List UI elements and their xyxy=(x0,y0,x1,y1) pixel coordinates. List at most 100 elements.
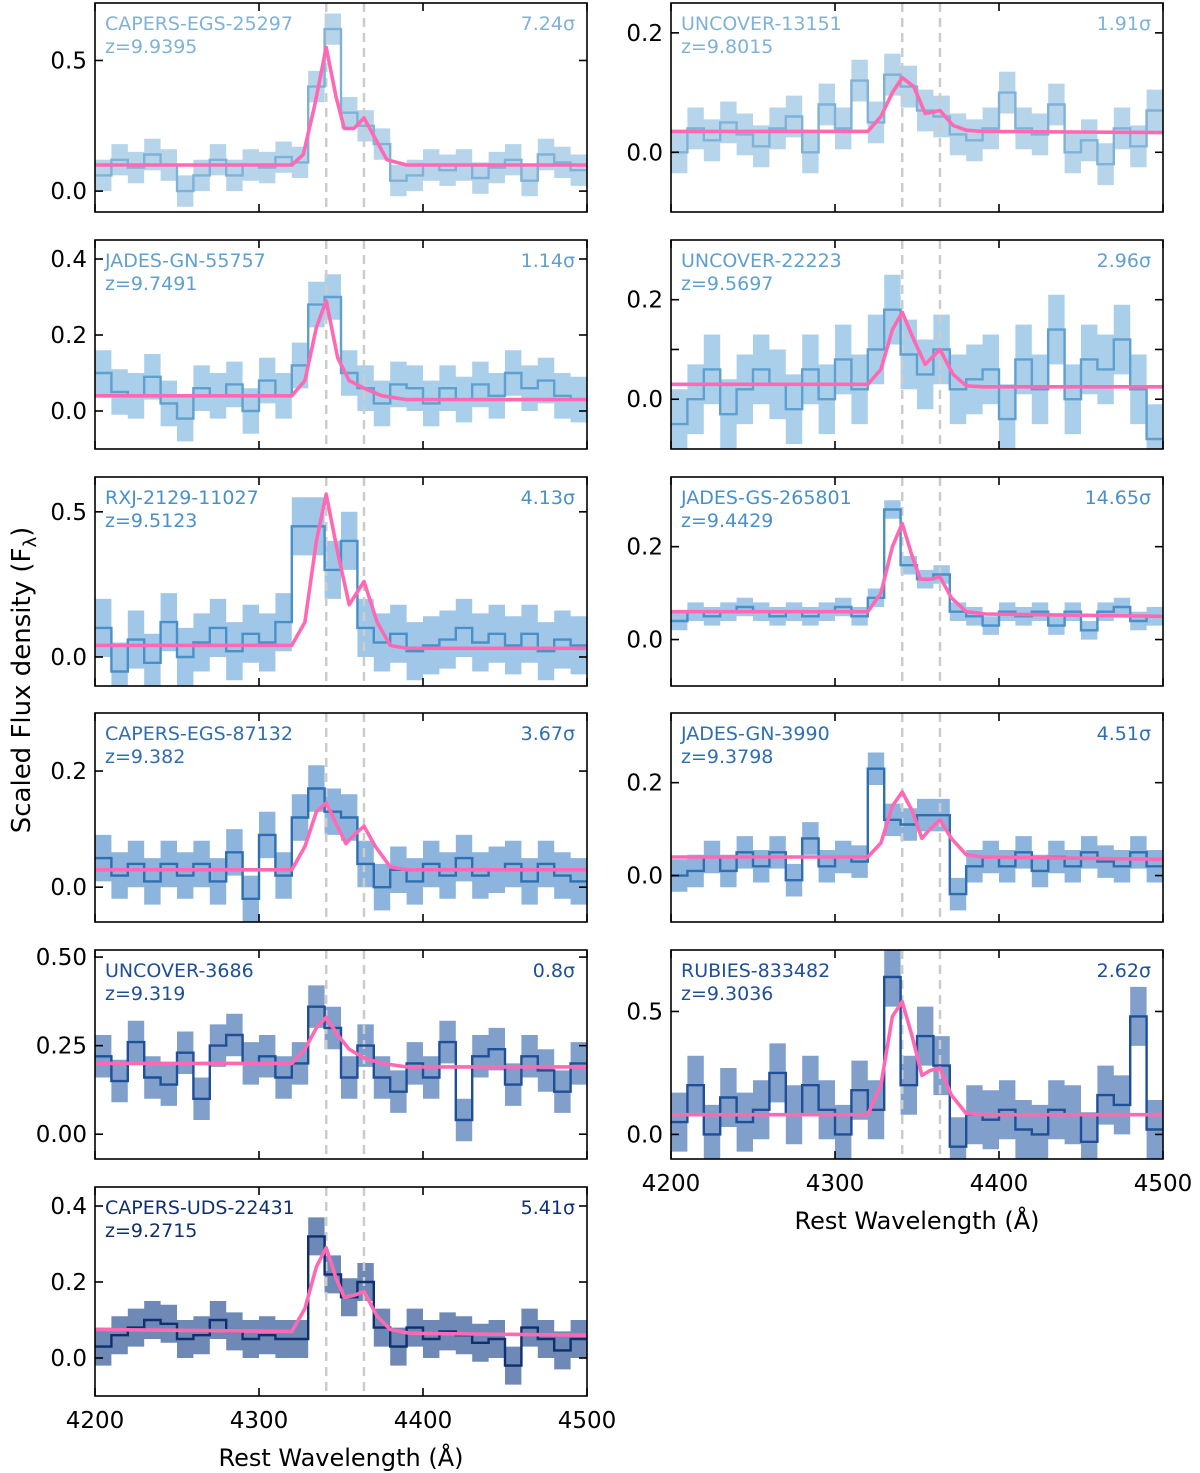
panel-grid: 0.00.5CAPERS-EGS-25297z=9.93957.24σ0.00.… xyxy=(36,2,1193,1472)
axes-frame xyxy=(670,239,1164,450)
panel-significance: 1.14σ xyxy=(521,250,575,272)
panel-redshift: z=9.3798 xyxy=(681,746,773,768)
error-band xyxy=(95,765,587,922)
panel-object-name: JADES-GS-265801 xyxy=(680,487,852,509)
error-band xyxy=(95,1217,587,1385)
panel-redshift: z=9.319 xyxy=(105,983,185,1005)
panel-object-name: RUBIES-833482 xyxy=(681,960,830,982)
panel-significance: 2.62σ xyxy=(1097,960,1151,982)
panel-significance: 4.51σ xyxy=(1097,723,1151,745)
panel-object-name: UNCOVER-3686 xyxy=(105,960,254,982)
error-band xyxy=(671,53,1163,186)
panel-significance: 5.41σ xyxy=(521,1197,575,1219)
x-tick-label: 4300 xyxy=(230,1408,289,1434)
y-tick-label: 0.4 xyxy=(50,247,87,273)
plot-area xyxy=(671,713,1163,922)
model-fit-line xyxy=(95,1015,587,1069)
plot-area xyxy=(95,3,587,212)
panel-redshift: z=9.5697 xyxy=(681,273,773,295)
axes-frame xyxy=(94,949,588,1160)
spectrum-step xyxy=(95,1235,587,1367)
y-axis-label: Scaled Flux density (Fλ) xyxy=(7,527,41,834)
plot-area xyxy=(95,1187,587,1396)
plot-area xyxy=(95,477,587,686)
y-tick-label: 0.00 xyxy=(36,1122,87,1148)
y-tick-label: 0.0 xyxy=(50,399,87,425)
error-band xyxy=(95,497,587,686)
panel-redshift: z=9.4429 xyxy=(681,510,773,532)
y-tick-label: 0.25 xyxy=(36,1034,87,1060)
model-fit-line xyxy=(95,801,587,872)
y-tick-label: 0.2 xyxy=(50,1270,87,1296)
model-fit-line xyxy=(671,790,1163,862)
y-tick-label: 0.5 xyxy=(626,999,663,1025)
model-fit-line xyxy=(671,310,1163,389)
panel-significance: 3.67σ xyxy=(521,723,575,745)
spectrum-panel: 0.0 0.2 0.4 4200 4300 4400 4500 Rest Wavelength… xyxy=(50,1186,616,1472)
x-tick-label: 4400 xyxy=(394,1408,453,1434)
y-tick-label: 0.0 xyxy=(626,387,663,413)
x-tick-label: 4500 xyxy=(1134,1171,1193,1197)
y-tick-label: 0.0 xyxy=(50,179,87,205)
axes-frame xyxy=(94,712,588,923)
plot-area xyxy=(95,950,587,1159)
plot-area xyxy=(671,3,1163,212)
panel-object-name: CAPERS-UDS-22431 xyxy=(105,1197,295,1219)
spectrum-panel: 0.0 0.5 4200 4300 4400 4500 Rest Wavelength (Å… xyxy=(626,949,1193,1235)
panel-object-name: CAPERS-EGS-25297 xyxy=(105,13,293,35)
panel-redshift: z=9.382 xyxy=(105,746,185,768)
spectrum-step xyxy=(671,308,1163,441)
x-tick-label: 4200 xyxy=(66,1408,125,1434)
y-tick-label: 0.0 xyxy=(626,628,663,654)
error-band xyxy=(671,752,1163,911)
y-tick-label: 0.0 xyxy=(626,1122,663,1148)
model-fit-line xyxy=(671,521,1163,619)
plot-area xyxy=(95,240,587,449)
y-tick-label: 0.2 xyxy=(626,535,663,561)
panel-significance: 7.24σ xyxy=(521,13,575,35)
plot-area xyxy=(95,713,587,922)
panel-redshift: z=9.3036 xyxy=(681,983,773,1005)
x-axis-label: Rest Wavelength (Å) xyxy=(218,1443,463,1472)
x-tick-label: 4300 xyxy=(806,1171,865,1197)
panel-significance: 1.91σ xyxy=(1097,13,1151,35)
spectrum-step xyxy=(95,1005,587,1122)
axes-frame xyxy=(94,476,588,687)
panel-object-name: CAPERS-EGS-87132 xyxy=(105,723,293,745)
axes-frame xyxy=(94,1186,588,1397)
panel-significance: 2.96σ xyxy=(1097,250,1151,272)
y-tick-label: 0.0 xyxy=(626,140,663,166)
panel-redshift: z=9.5123 xyxy=(105,510,197,532)
spectrum-step xyxy=(95,295,587,420)
panel-significance: 0.8σ xyxy=(533,960,575,982)
panel-object-name: RXJ-2129-11027 xyxy=(105,487,259,509)
model-fit-line xyxy=(95,492,587,651)
axes-frame xyxy=(94,2,588,213)
y-tick-label: 0.5 xyxy=(50,500,87,526)
model-fit-line xyxy=(95,1246,587,1337)
panel-redshift: z=9.8015 xyxy=(681,36,773,58)
y-tick-label: 0.2 xyxy=(626,771,663,797)
plot-area xyxy=(671,240,1163,449)
axes-frame xyxy=(670,712,1164,923)
y-tick-label: 0.2 xyxy=(626,21,663,47)
panel-redshift: z=9.7491 xyxy=(105,273,197,295)
plot-area xyxy=(671,950,1163,1159)
y-tick-label: 0.2 xyxy=(50,323,87,349)
panel-redshift: z=9.2715 xyxy=(105,1220,197,1242)
model-fit-line xyxy=(95,45,587,167)
y-tick-label: 0.5 xyxy=(50,48,87,74)
axes-frame xyxy=(94,239,588,450)
y-tick-label: 0.0 xyxy=(626,864,663,890)
model-fit-line xyxy=(671,999,1163,1117)
y-tick-label: 0.0 xyxy=(50,875,87,901)
model-fit-line xyxy=(95,298,587,402)
